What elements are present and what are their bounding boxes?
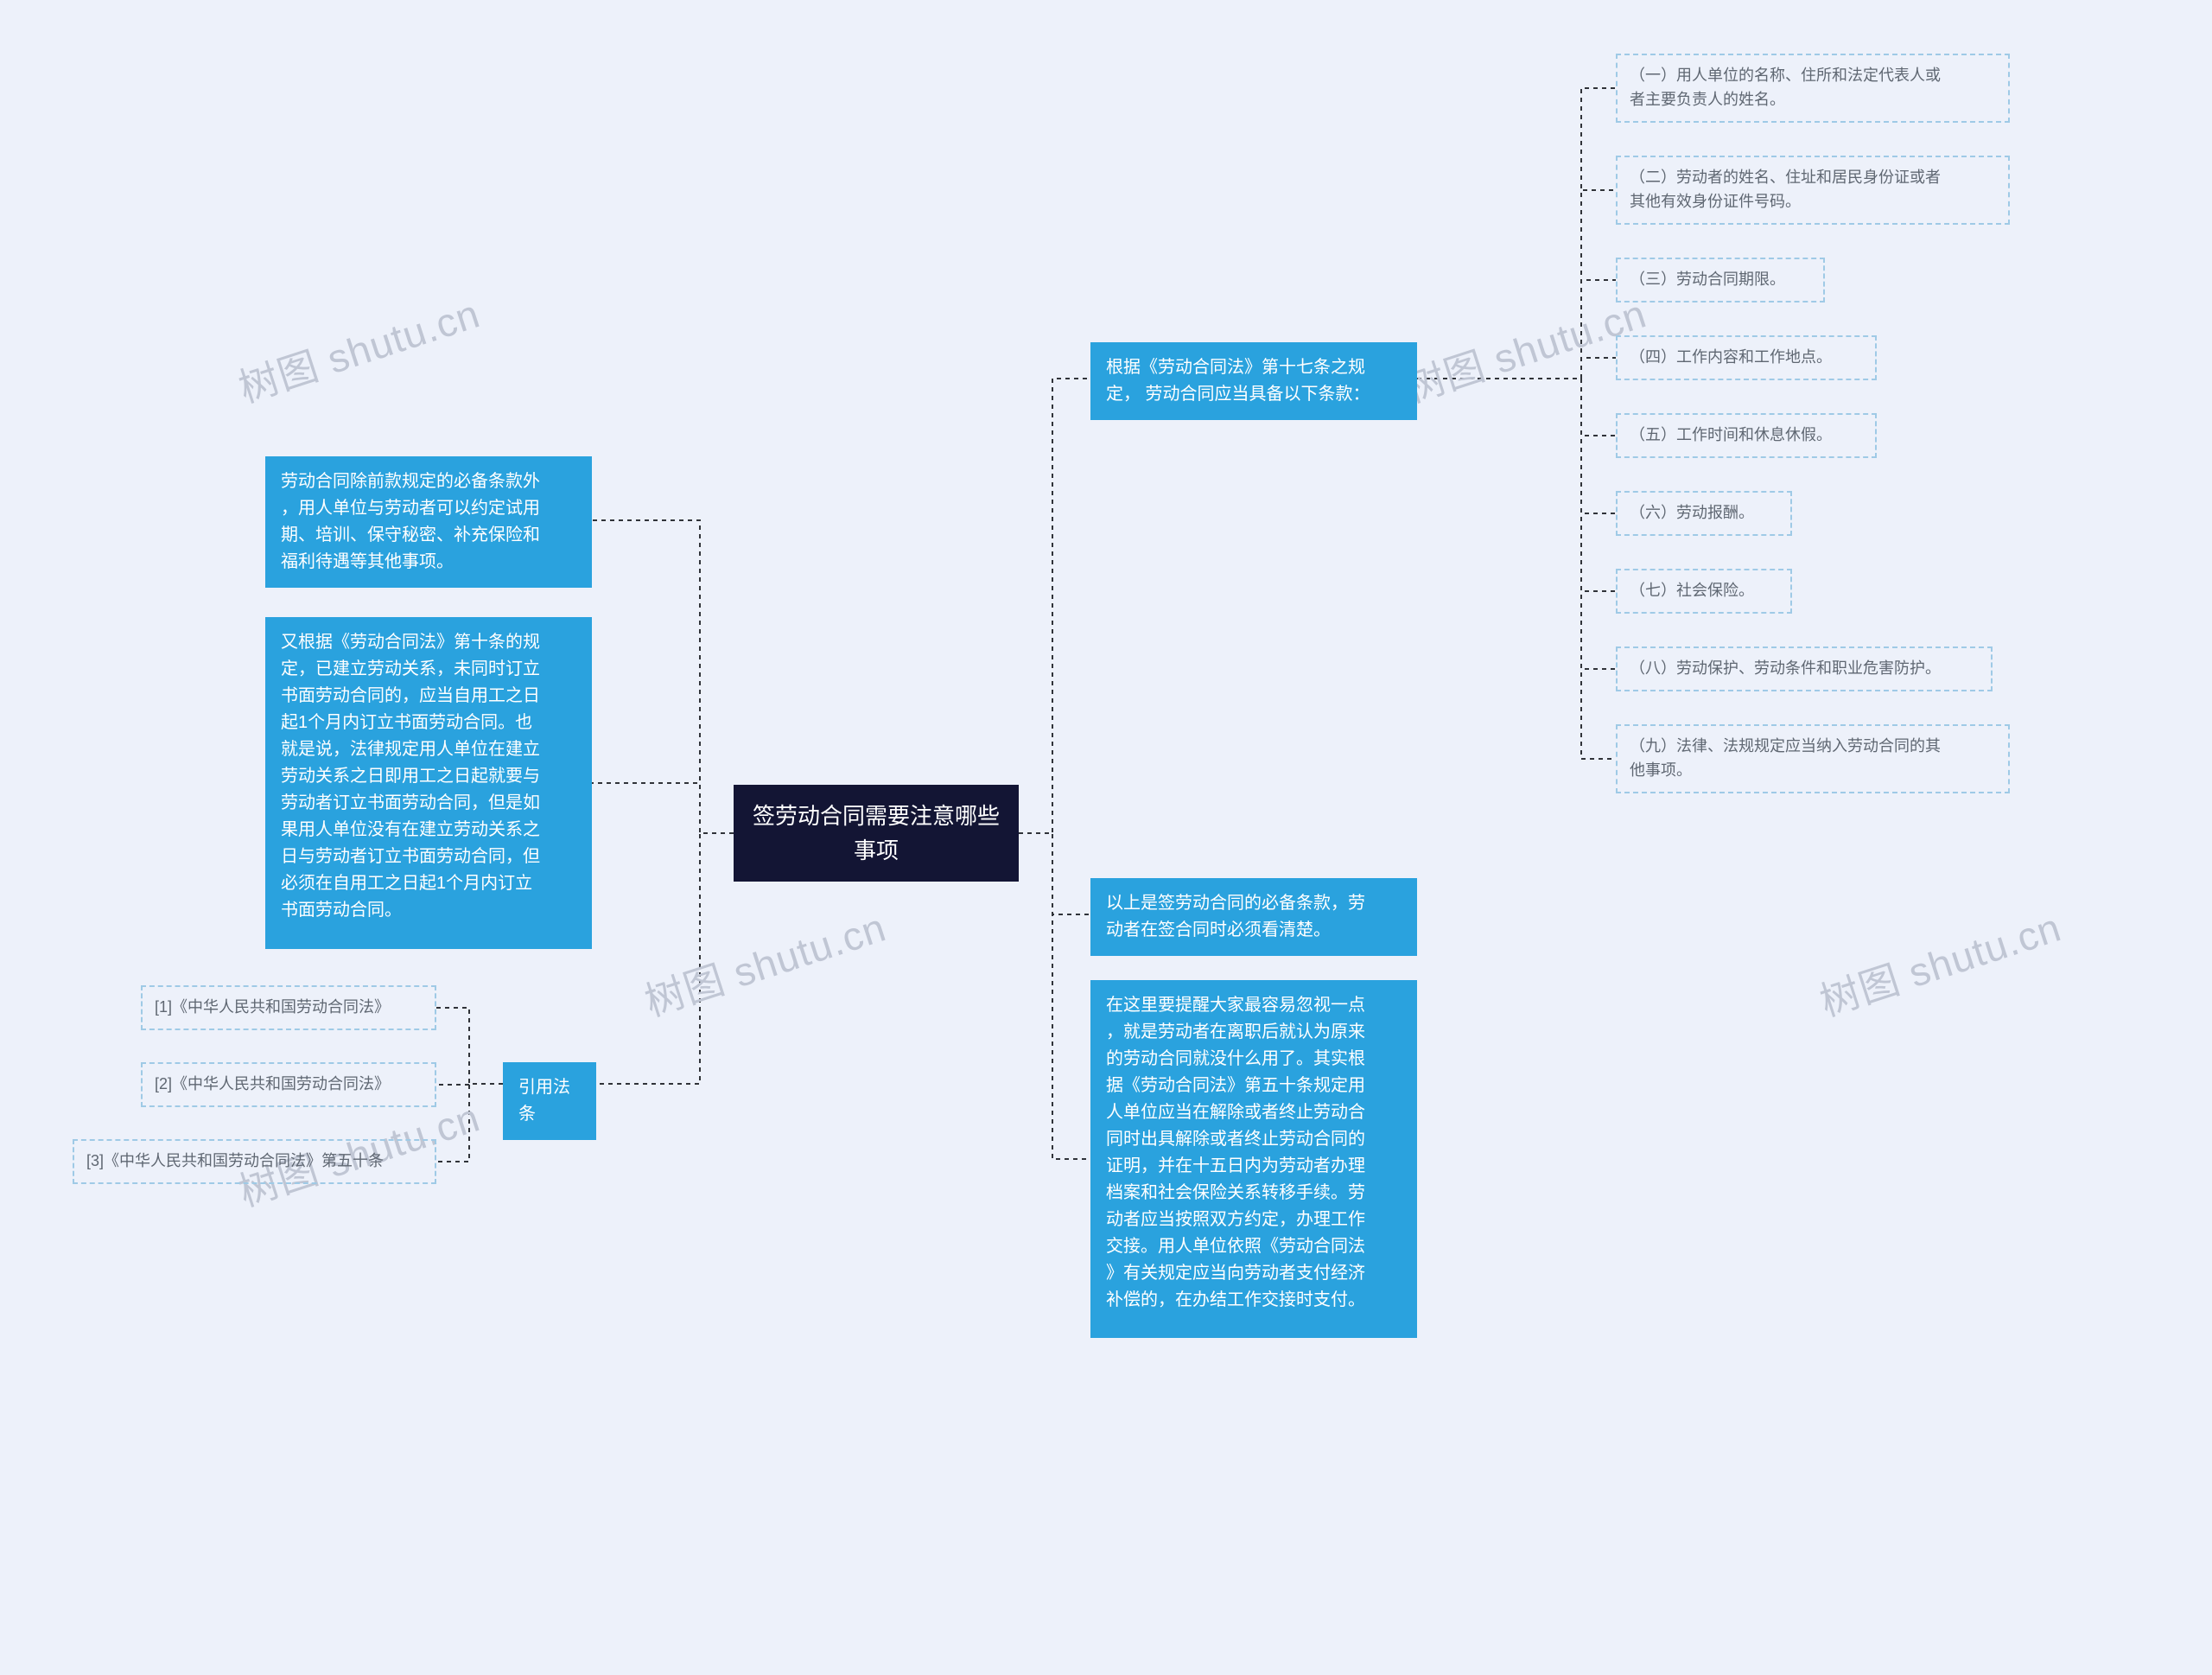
solid-node: 劳动合同除前款规定的必备条款外，用人单位与劳动者可以约定试用期、培训、保守秘密、… <box>265 456 592 588</box>
solid-node: 在这里要提醒大家最容易忽视一点，就是劳动者在离职后就认为原来的劳动合同就没什么用… <box>1090 980 1417 1338</box>
dash-node: （五）工作时间和休息休假。 <box>1616 413 1877 458</box>
solid-node: 引用法条 <box>503 1062 596 1140</box>
root-node: 签劳动合同需要注意哪些事项 <box>734 785 1019 882</box>
dash-node: [1]《中华人民共和国劳动合同法》 <box>141 985 436 1030</box>
dash-node: （四）工作内容和工作地点。 <box>1616 335 1877 380</box>
dash-node: （六）劳动报酬。 <box>1616 491 1792 536</box>
dash-node: （七）社会保险。 <box>1616 569 1792 614</box>
dash-node: （三）劳动合同期限。 <box>1616 258 1825 303</box>
dash-node: [2]《中华人民共和国劳动合同法》 <box>141 1062 436 1107</box>
dash-node: [3]《中华人民共和国劳动合同法》第五十条 <box>73 1139 436 1184</box>
solid-node: 又根据《劳动合同法》第十条的规定，已建立劳动关系，未同时订立书面劳动合同的，应当… <box>265 617 592 949</box>
dash-node: （九）法律、法规规定应当纳入劳动合同的其他事项。 <box>1616 724 2010 793</box>
dash-node: （二）劳动者的姓名、住址和居民身份证或者其他有效身份证件号码。 <box>1616 156 2010 225</box>
solid-node: 以上是签劳动合同的必备条款，劳动者在签合同时必须看清楚。 <box>1090 878 1417 956</box>
solid-node: 根据《劳动合同法》第十七条之规定， 劳动合同应当具备以下条款： <box>1090 342 1417 420</box>
dash-node: （一）用人单位的名称、住所和法定代表人或者主要负责人的姓名。 <box>1616 54 2010 123</box>
dash-node: （八）劳动保护、劳动条件和职业危害防护。 <box>1616 646 1993 691</box>
